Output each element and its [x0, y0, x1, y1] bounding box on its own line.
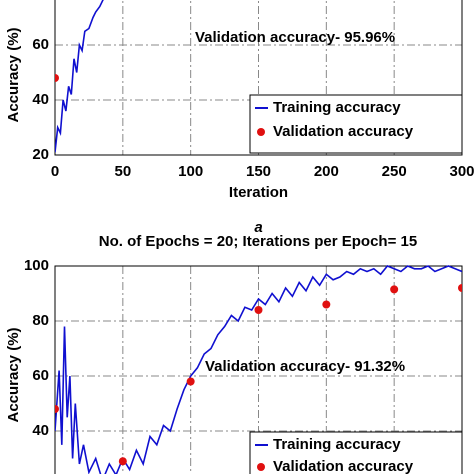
- caption: a: [254, 219, 262, 236]
- x-tick-label: 250: [382, 163, 407, 180]
- training-line: [55, 265, 462, 474]
- validation-point: [55, 74, 59, 82]
- plot-area: [55, 265, 462, 474]
- y-axis-label: Accuracy (%): [5, 327, 22, 422]
- validation-point: [322, 300, 331, 309]
- plot-frame: [54, 0, 463, 156]
- x-tick-label: 200: [314, 163, 339, 180]
- x-tick-label: 0: [51, 163, 59, 180]
- plot-frame: [54, 265, 463, 474]
- annotation: Validation accuracy- 91.32%: [205, 358, 405, 375]
- legend-label: Training accuracy: [273, 99, 401, 116]
- legend-label: Training accuracy: [273, 436, 401, 453]
- legend-dot: [257, 463, 265, 471]
- x-tick-label: 150: [246, 163, 271, 180]
- plot-area: [55, 0, 104, 153]
- validation-point: [55, 405, 59, 413]
- x-tick-label: 100: [178, 163, 203, 180]
- y-tick-label: 60: [32, 36, 49, 53]
- validation-point: [254, 306, 263, 314]
- chart-title: No. of Epochs = 20; Iterations per Epoch…: [99, 233, 417, 250]
- legend-label: Validation accuracy: [273, 458, 414, 474]
- y-tick-label: 80: [32, 312, 49, 329]
- training-line: [55, 0, 104, 153]
- validation-point: [390, 285, 399, 294]
- y-tick-label: 20: [32, 146, 49, 163]
- legend-box: [249, 94, 463, 154]
- legend-box: [249, 431, 463, 474]
- legend-dot: [257, 128, 265, 136]
- validation-point: [186, 377, 195, 386]
- annotation: Validation accuracy- 95.96%: [195, 29, 395, 46]
- y-axis-label: Accuracy (%): [5, 27, 22, 122]
- validation-point: [118, 457, 127, 466]
- y-tick-label: 40: [32, 422, 49, 439]
- y-tick-label: 60: [32, 367, 49, 384]
- x-tick-label: 300: [449, 163, 474, 180]
- validation-point: [458, 284, 462, 292]
- x-tick-label: 50: [114, 163, 131, 180]
- legend-label: Validation accuracy: [273, 123, 414, 140]
- y-tick-label: 100: [24, 257, 49, 274]
- y-tick-label: 40: [32, 91, 49, 108]
- x-axis-label: Iteration: [229, 184, 288, 201]
